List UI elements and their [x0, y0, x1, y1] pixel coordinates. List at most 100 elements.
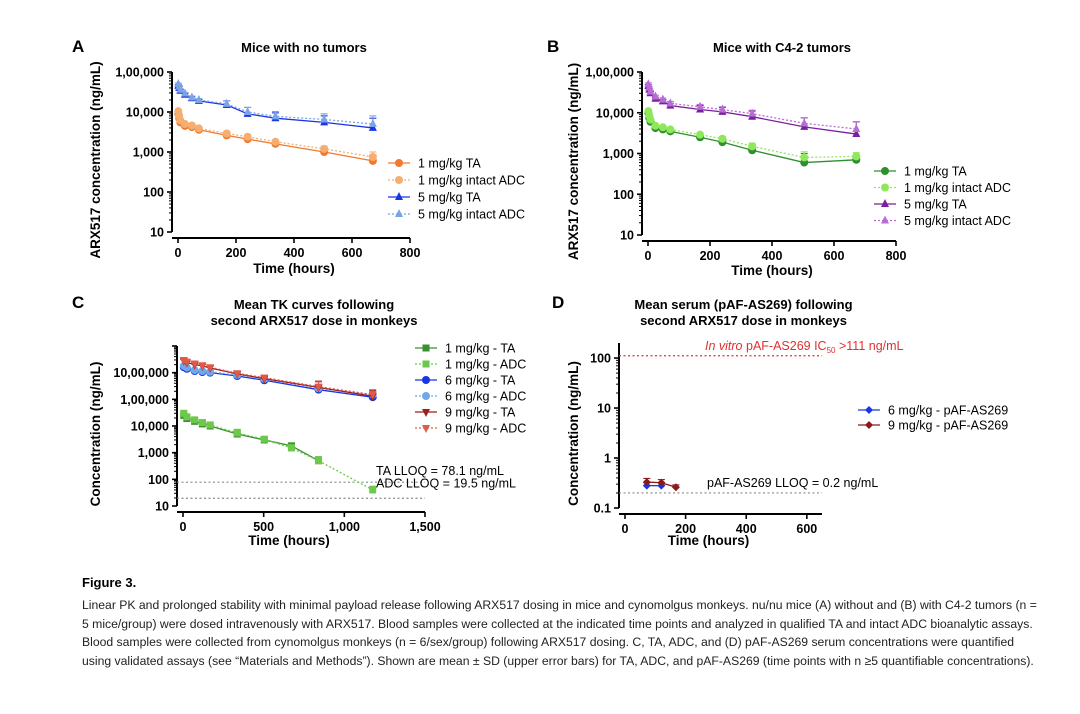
chart-c-series-1-mg-kg-adc-point: [183, 413, 191, 421]
chart-d-legend-label: 9 mg/kg - pAF-AS269: [888, 419, 1008, 433]
chart-c-legend-label: 6 mg/kg - ADC: [445, 390, 526, 404]
chart-a-series-5-mg-kg-intact-adc-point: [180, 88, 189, 97]
chart-c-title-line: second ARX517 dose in monkeys: [211, 313, 418, 328]
chart-d-series-9-mg-kg-paf-as269-point: [671, 483, 680, 492]
chart-a-y-tick-label: 10,000: [126, 106, 164, 120]
chart-d-legend-marker: [865, 406, 873, 414]
chart-a-series-5-mg-kg-intact-adc-point: [187, 92, 196, 101]
chart-a-legend-label: 1 mg/kg TA: [418, 157, 481, 171]
chart-a-y-tick-label: 1,000: [133, 146, 164, 160]
chart-c-series-1-mg-kg-adc-point: [287, 444, 295, 452]
chart-d-title-line: second ARX517 dose in monkeys: [640, 313, 847, 328]
chart-c-legend-label: 1 mg/kg - TA: [445, 342, 516, 356]
chart-c-y-tick-label: 10,000: [131, 420, 169, 434]
chart-c-x-tick-label: 1,500: [409, 520, 440, 534]
chart-b-x-tick-label: 600: [824, 249, 845, 263]
chart-c-series-6-mg-kg-adc-point: [190, 366, 199, 375]
chart-a-series-1-mg-kg-intact-adc-point: [194, 124, 203, 133]
chart-c-series-9-mg-kg-adc-point: [233, 370, 242, 379]
chart-c-legend-entry: 6 mg/kg - TA: [415, 374, 516, 388]
chart-b-legend-entry: 5 mg/kg intact ADC: [874, 214, 1011, 228]
chart-c-series-1-mg-kg-adc-point: [315, 457, 323, 465]
chart-b-y-tick-label: 10: [620, 229, 634, 243]
chart-a-series-5-mg-kg-intact-adc-point: [271, 111, 280, 120]
chart-c-series-1-mg-kg-adc: [180, 409, 377, 494]
chart-c-reference-label: ADC LLOQ = 19.5 ng/mL: [376, 476, 516, 490]
chart-c-legend-marker: [422, 409, 430, 417]
chart-a-series-5-mg-kg-intact-adc-point: [222, 98, 231, 107]
chart-a-series-1-mg-kg-intact-adc-point: [243, 132, 252, 141]
chart-c-series-9-mg-kg-adc: [179, 356, 377, 400]
chart-b-legend-marker: [881, 183, 889, 192]
chart-b-series-1-mg-kg-ta-line: [647, 112, 857, 164]
chart-c-legend-marker: [422, 392, 430, 400]
chart-b-x-tick-label: 400: [762, 249, 783, 263]
chart-b-y-axis-label: ARX517 concentration (ng/mL): [566, 63, 581, 260]
chart-b-series-1-mg-kg-intact-adc: [644, 107, 861, 162]
chart-d-reference-label-main: pAF-AS269 IC: [743, 339, 827, 353]
chart-b-y-tick-label: 1,00,000: [585, 66, 634, 80]
chart-b-series-1-mg-kg-intact-adc-point: [800, 153, 809, 162]
chart-b-legend-entry: 5 mg/kg TA: [874, 198, 967, 212]
chart-b-series-1-mg-kg-intact-adc-point: [651, 121, 660, 130]
chart-c-series-6-mg-kg-adc-point: [182, 363, 191, 372]
chart-d-legend-marker: [865, 421, 873, 429]
chart-d-series-9-mg-kg-paf-as269-point: [657, 478, 666, 487]
chart-c-reference-label: TA LLOQ = 78.1 ng/mL: [376, 464, 504, 478]
chart-a-y-tick-label: 1,00,000: [115, 66, 164, 80]
chart-d: D Mean serum (pAF-AS269) followingsecond …: [552, 293, 1008, 548]
chart-c-legend-entry: 9 mg/kg - ADC: [415, 422, 526, 436]
chart-b-legend-label: 1 mg/kg intact ADC: [904, 181, 1011, 195]
chart-d-legend-entry: 9 mg/kg - pAF-AS269: [858, 419, 1008, 433]
chart-b-series-5-mg-kg-intact-adc-point: [666, 98, 675, 107]
chart-c-x-tick-label: 0: [180, 520, 187, 534]
chart-b-x-tick-label: 200: [700, 249, 721, 263]
chart-a-legend-label: 5 mg/kg TA: [418, 191, 481, 205]
chart-b-series-1-mg-kg-intact-adc-point: [852, 152, 861, 161]
chart-b-series-5-mg-kg-intact-adc-point: [651, 91, 660, 100]
chart-a-title-line: Mice with no tumors: [241, 40, 367, 55]
chart-d-reference-label-post: >111 ng/mL: [836, 339, 904, 353]
chart-a-series-5-mg-kg-intact-adc-point: [176, 84, 185, 93]
chart-b-panel-letter: B: [547, 37, 559, 56]
chart-a-series-5-mg-kg-intact-adc-point: [368, 119, 377, 128]
chart-c-y-axis-label: Concentration (ng/mL): [88, 362, 103, 507]
chart-c-series-9-mg-kg-adc-point: [182, 358, 191, 367]
chart-c-y-tick-label: 1,000: [138, 446, 169, 460]
chart-c-series-1-mg-kg-adc-point: [198, 419, 206, 427]
chart-d-series-9-mg-kg-paf-as269-point: [642, 478, 651, 487]
chart-a-x-tick-label: 400: [284, 246, 305, 260]
chart-c-title-line: Mean TK curves following: [234, 297, 394, 312]
chart-b-y-tick-label: 10,000: [596, 106, 634, 120]
chart-c-legend-marker: [422, 425, 430, 433]
chart-c-y-tick-label: 100: [148, 473, 169, 487]
chart-d-y-tick-label: 10: [597, 402, 611, 416]
chart-c-series-1-mg-kg-adc-point: [369, 486, 377, 494]
chart-a-y-axis-label: ARX517 concentration (ng/mL): [88, 61, 103, 258]
chart-b-legend-entry: 1 mg/kg intact ADC: [874, 181, 1011, 195]
chart-c-y-tick-label: 10: [155, 500, 169, 514]
chart-b-legend-entry: 1 mg/kg TA: [874, 165, 967, 179]
chart-b-series-1-mg-kg-intact-adc-point: [666, 125, 675, 134]
chart-c-x-tick-label: 1,000: [329, 520, 360, 534]
chart-c-series-9-mg-kg-adc-point: [198, 362, 207, 371]
chart-a-y-tick-label: 100: [143, 186, 164, 200]
chart-a-panel-letter: A: [72, 37, 84, 56]
chart-a-x-tick-label: 200: [226, 246, 247, 260]
figure-label: Figure 3.: [82, 575, 137, 590]
chart-c-legend-marker: [422, 376, 430, 384]
chart-c-legend-entry: 6 mg/kg - ADC: [415, 390, 526, 404]
chart-d-reference-label-sub: 50: [827, 346, 836, 355]
chart-a-x-tick-label: 800: [400, 246, 421, 260]
chart-b-series-5-mg-kg-intact-adc-point: [696, 101, 705, 110]
chart-a-series-5-mg-kg-intact-adc: [174, 79, 377, 128]
chart-a-series-1-mg-kg-intact-adc-point: [222, 129, 231, 138]
chart-d-title-line: Mean serum (pAF-AS269) following: [634, 297, 852, 312]
chart-b-x-tick-label: 800: [886, 249, 907, 263]
chart-b-legend-marker: [881, 167, 889, 175]
chart-a-legend-entry: 1 mg/kg intact ADC: [388, 174, 525, 188]
chart-c-series-9-mg-kg-adc-point: [260, 374, 269, 383]
chart-d-y-axis-label: Concentration (ng/mL): [566, 361, 581, 506]
chart-a-series-5-mg-kg-intact-adc-point: [320, 114, 329, 123]
chart-d-x-tick-label: 200: [675, 522, 696, 536]
